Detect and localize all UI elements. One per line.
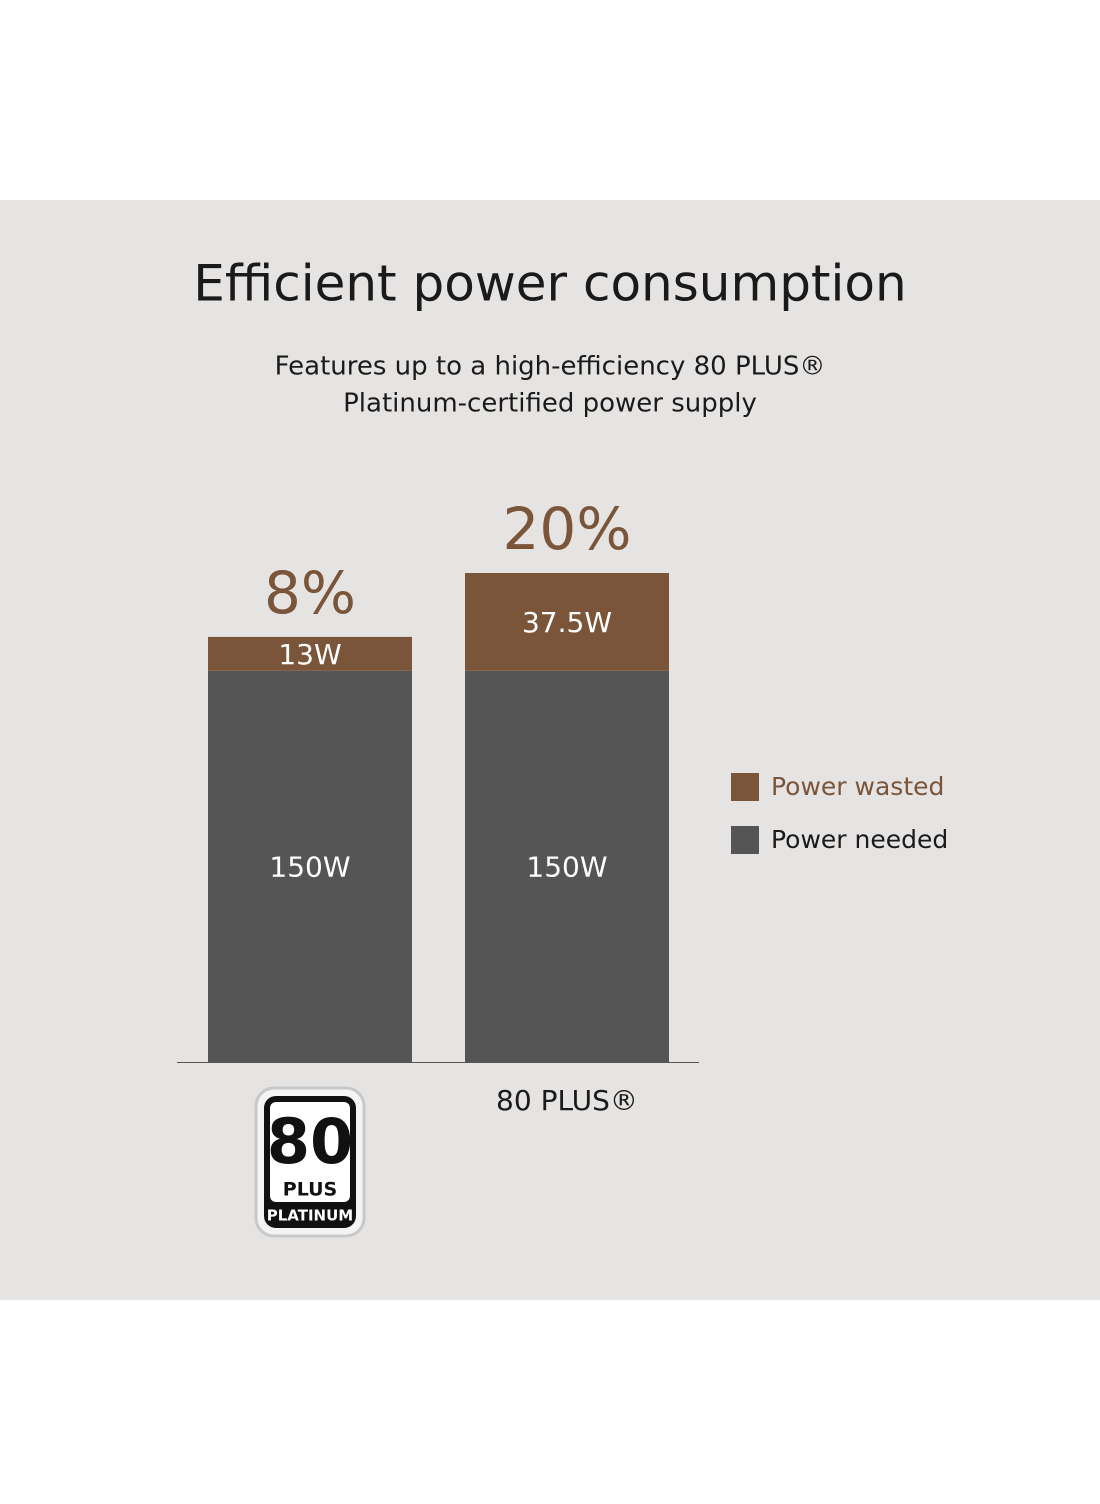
bar-segment (208, 670, 412, 1062)
bar-segment (465, 670, 669, 1062)
subtitle: Platinum-certified power supply (343, 389, 757, 419)
legend-swatch (731, 773, 759, 801)
badge-tier: PLATINUM (267, 1207, 353, 1225)
badge-plus: PLUS (283, 1179, 337, 1201)
chart-title: Efficient power consumption (193, 255, 906, 313)
badge-face (270, 1102, 350, 1202)
value-label: 37.5W (522, 606, 612, 639)
legend-label: Power needed (771, 825, 948, 854)
legend-label: Power wasted (771, 772, 944, 801)
bar-segment (465, 573, 669, 671)
percent-label: 8% (264, 559, 356, 627)
value-label: 150W (526, 850, 607, 883)
value-label: 150W (269, 850, 350, 883)
badge: 80 PLUS PLATINUM (254, 1086, 366, 1238)
value-label: 13W (278, 638, 341, 671)
percent-label: 20% (503, 495, 632, 563)
x-tick-label: 80 PLUS® (496, 1084, 638, 1117)
subtitle: Features up to a high-efficiency 80 PLUS… (275, 352, 826, 382)
badge-number: 80 (267, 1105, 353, 1178)
bar-segment (208, 636, 412, 671)
legend-swatch (731, 826, 759, 854)
